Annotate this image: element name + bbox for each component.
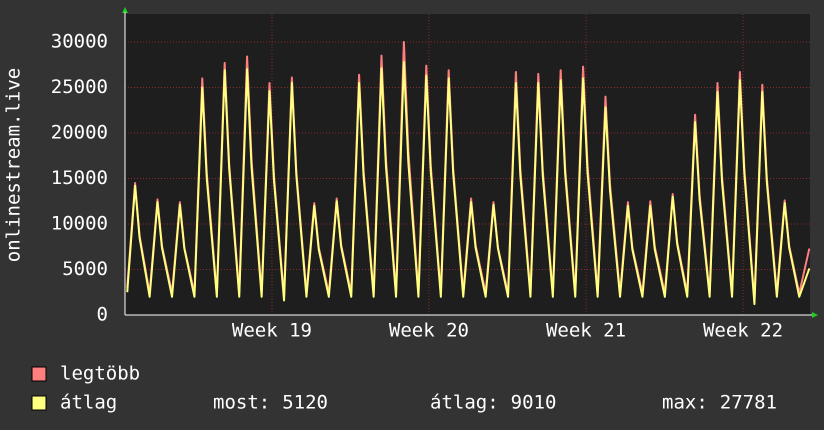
legend-swatch — [31, 395, 47, 411]
axis-arrow — [122, 7, 128, 13]
y-tick-label: 0 — [97, 304, 108, 326]
y-axis-label: onlinestream.live — [3, 68, 25, 262]
y-tick-label: 20000 — [51, 122, 108, 144]
x-tick-label: Week 19 — [232, 320, 312, 342]
axis-arrow — [812, 312, 818, 318]
x-tick-label: Week 20 — [389, 320, 469, 342]
stat-value: 5120 — [282, 392, 328, 414]
y-tick-label: 5000 — [62, 258, 108, 280]
x-tick-label: Week 22 — [703, 320, 783, 342]
stat-value: 27781 — [720, 392, 777, 414]
y-tick-label: 25000 — [51, 76, 108, 98]
plot-area — [125, 14, 810, 315]
legend-label: legtöbb — [60, 363, 140, 385]
y-tick-label: 15000 — [51, 167, 108, 189]
x-tick-label: Week 21 — [546, 320, 626, 342]
stat-label: most: — [213, 392, 270, 414]
legend-label: átlag — [60, 392, 117, 414]
stat-label: átlag: — [430, 392, 499, 414]
y-tick-label: 30000 — [51, 31, 108, 53]
series-line — [126, 61, 811, 306]
legend-swatch — [31, 366, 47, 382]
stat-value: 9010 — [511, 392, 557, 414]
stat-label: max: — [662, 392, 708, 414]
y-tick-label: 10000 — [51, 213, 108, 235]
